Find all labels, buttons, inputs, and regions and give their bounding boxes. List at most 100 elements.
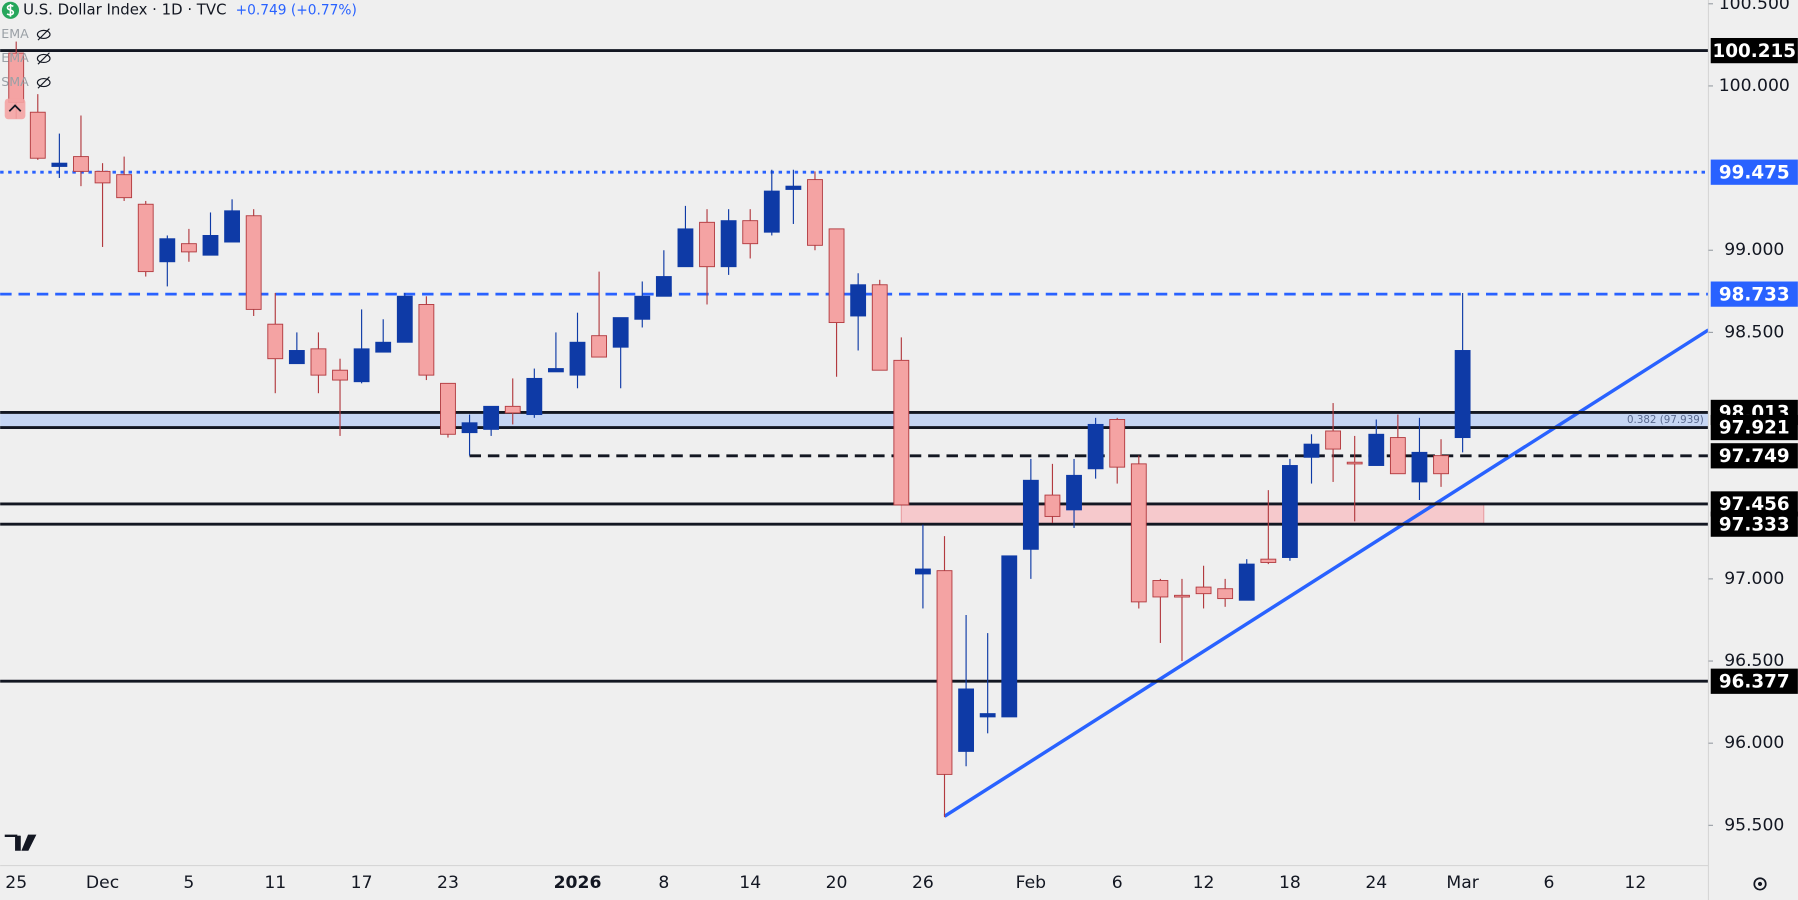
price-level-label: 96.377 (1719, 671, 1790, 692)
support-zone (900, 503, 1485, 525)
settings-icon-center (1757, 881, 1763, 887)
candle-body (591, 335, 607, 358)
indicator-name: EMA (1, 50, 29, 65)
candle-body (1066, 474, 1082, 511)
price-level-label: 99.475 (1719, 162, 1790, 183)
candle-body (332, 369, 348, 381)
settings-icon[interactable] (1753, 877, 1767, 891)
y-tick-label: 99.000 (1724, 240, 1784, 260)
candle-body (547, 368, 564, 373)
candle-body (807, 179, 823, 246)
candle-body (504, 405, 521, 414)
candle-body (1044, 494, 1061, 517)
candle-body (288, 350, 305, 365)
x-tick-label: 23 (437, 873, 459, 893)
candle-body (1433, 455, 1449, 475)
candle-body (375, 341, 392, 353)
candle-body (137, 203, 154, 273)
indicator-eye-icon (36, 53, 51, 64)
tv-logo (4, 834, 37, 851)
candle-body (569, 341, 586, 376)
candle-body (1087, 423, 1104, 470)
candle-body (159, 238, 176, 263)
price-level-label: 97.333 (1719, 514, 1790, 535)
y-tick-label: 100.500 (1719, 0, 1790, 14)
candle-body (51, 162, 68, 167)
candle-body (461, 422, 478, 434)
y-tick-label: 98.500 (1724, 322, 1784, 342)
x-tick-label: 24 (1365, 873, 1387, 893)
candle-body (915, 568, 931, 575)
indicator-eye-slash (37, 52, 50, 65)
indicator-eye-icon (36, 77, 51, 88)
symbol-icon-glyph (6, 4, 15, 17)
candle-body (979, 713, 996, 718)
candle-body (634, 295, 651, 320)
x-tick-label: 6 (1544, 873, 1555, 893)
candle-body (1174, 594, 1190, 598)
x-tick-label: 8 (658, 873, 669, 893)
candle-body (116, 174, 133, 199)
collapse-icon (8, 104, 22, 112)
candle-body (1282, 465, 1298, 558)
candle-body (785, 185, 802, 190)
indicator-list: EMA EMA SMA (1, 26, 51, 89)
candle-body (958, 688, 975, 752)
price-level-label: 98.733 (1719, 284, 1790, 305)
price-level-label: 97.456 (1719, 494, 1790, 515)
price-level-tag (1710, 281, 1798, 307)
x-tick-label: 12 (1193, 873, 1215, 893)
candle-body (94, 170, 111, 184)
candle-body (871, 284, 888, 371)
candle-body (742, 220, 759, 245)
x-tick-label: 25 (5, 873, 27, 893)
x-tick-label: 2026 (554, 873, 602, 893)
chart-title: U.S. Dollar Index · 1D · TVC (23, 0, 226, 18)
x-tick-label: 11 (264, 873, 286, 893)
x-tick-label: Mar (1446, 873, 1479, 893)
candle-body (1368, 433, 1385, 466)
indicator-eye-slash (37, 28, 50, 41)
indicator-name: EMA (1, 26, 29, 41)
y-tick-label: 97.000 (1724, 569, 1784, 589)
candle-body (893, 359, 910, 506)
x-tick-label: 20 (826, 873, 848, 893)
price-level-tag (1710, 37, 1798, 64)
price-level-tag (1710, 443, 1798, 469)
candle-body (677, 228, 694, 268)
candle-body (1346, 461, 1363, 465)
candle-body (720, 220, 737, 268)
candle-body (396, 295, 413, 343)
candle-body (828, 228, 845, 324)
x-tick-label: 5 (183, 873, 194, 893)
price-level-tag (1710, 159, 1798, 185)
candle-body (612, 317, 629, 348)
y-tick-label: 100.000 (1719, 76, 1790, 96)
candle-body (1325, 430, 1342, 450)
candle-body (483, 405, 500, 430)
candle-body (763, 190, 780, 233)
x-tick-label: 14 (739, 873, 761, 893)
candle-body (1260, 558, 1277, 563)
candle-body (440, 382, 456, 435)
y-tick-label: 96.500 (1724, 651, 1784, 671)
price-level-label: 97.921 (1719, 418, 1790, 439)
axes: 100.500 100.000 99.000 98.500 97.000 96.50096… (5, 0, 1798, 893)
candle-body (1130, 463, 1147, 603)
candle-body (418, 304, 435, 376)
indicator-name: SMA (1, 74, 29, 89)
candle-body (180, 243, 197, 253)
price-level-tag (1710, 668, 1798, 694)
collapse-button[interactable] (4, 98, 26, 120)
candle-body (1238, 563, 1255, 601)
fib-label: 0.382 (97.939) (1627, 414, 1704, 426)
plot-area: 0.382 (97.939) (0, 41, 1710, 818)
candle-body (73, 156, 89, 172)
x-tick-label: 6 (1112, 873, 1123, 893)
x-tick-label: 18 (1279, 873, 1301, 893)
candle-body (202, 235, 219, 256)
candle-body (850, 284, 867, 317)
price-level-label: 97.749 (1719, 446, 1790, 467)
indicator-eye-slash (37, 76, 50, 89)
candle-body (29, 111, 46, 159)
